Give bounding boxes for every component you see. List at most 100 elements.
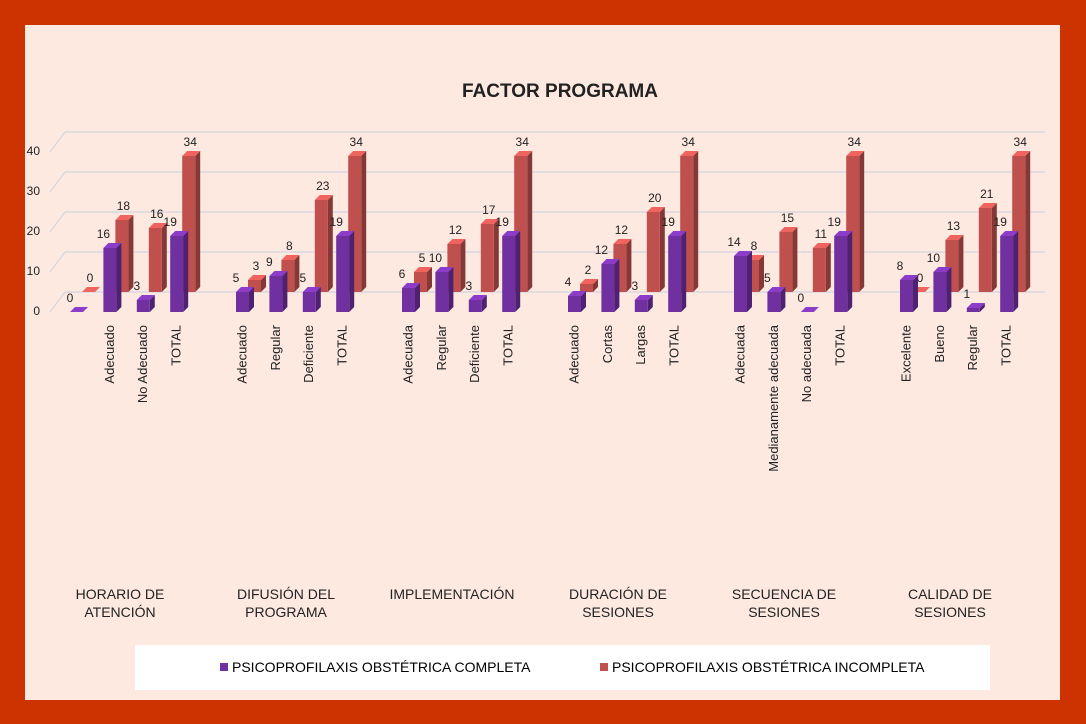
bar-top (779, 227, 798, 232)
y-tick-label: 30 (27, 184, 41, 198)
x-tick-label: Regular (268, 324, 283, 370)
bar-side (327, 195, 333, 292)
bar-top (978, 203, 997, 208)
data-label: 4 (565, 275, 572, 289)
bar-side (946, 267, 952, 312)
bar-top (800, 307, 819, 312)
bar-top (103, 243, 122, 248)
bar-side (415, 283, 420, 312)
bar-side (349, 231, 355, 312)
bar-side (825, 243, 831, 292)
bar-side (527, 151, 533, 292)
group-label: IMPLEMENTACIÓN (389, 586, 515, 602)
y-tick-label: 20 (27, 224, 41, 238)
data-label: 3 (465, 279, 472, 293)
bar-top (680, 151, 699, 156)
bar (314, 200, 328, 292)
bar-top (514, 151, 533, 156)
bar (933, 272, 947, 312)
data-label: 19 (164, 215, 178, 229)
group-label: DURACIÓN DE SESIONES (568, 586, 667, 620)
bar-side (593, 279, 598, 292)
group-label: HORARIO DE ATENCIÓN (75, 586, 165, 620)
x-tick-label: TOTAL (335, 325, 350, 366)
bar-side (759, 255, 764, 292)
grid-line (49, 291, 66, 313)
bar (103, 248, 117, 312)
data-label: 19 (994, 215, 1008, 229)
x-tick-label: Adecuada (732, 324, 747, 383)
x-tick-label: Cortas (600, 325, 615, 364)
bar-side (282, 271, 288, 312)
bar (734, 256, 747, 312)
bar (568, 296, 581, 312)
bar (1000, 236, 1014, 312)
data-label: 12 (449, 223, 463, 237)
bar-side (515, 231, 521, 312)
x-tick-label: Adecuado (566, 325, 581, 384)
bar-side (361, 151, 367, 292)
bar-side (294, 255, 300, 292)
data-label: 16 (150, 207, 164, 221)
bar-side (128, 215, 134, 292)
bar-side (481, 295, 487, 312)
data-label: 5 (419, 251, 426, 265)
data-label: 3 (631, 279, 638, 293)
legend-label: PSICOPROFILAXIS OBSTÉTRICA INCOMPLETA (612, 659, 925, 675)
bar (580, 284, 593, 292)
bar-side (614, 259, 620, 312)
data-label: 3 (133, 279, 140, 293)
bar-side (979, 303, 985, 312)
x-tick-label: Adecuado (234, 325, 249, 384)
bar (468, 300, 482, 312)
legend-swatch (220, 663, 228, 671)
bar (502, 236, 516, 312)
data-label: 34 (516, 135, 530, 149)
bar-top (402, 283, 420, 288)
data-label: 23 (316, 179, 330, 193)
bar (668, 236, 682, 312)
data-label: 9 (266, 255, 273, 269)
bar (148, 228, 162, 292)
bar (336, 236, 350, 312)
bar (812, 248, 826, 292)
bar-side (493, 219, 499, 292)
bar-side (647, 295, 653, 312)
data-label: 3 (253, 259, 260, 273)
data-label: 19 (496, 215, 510, 229)
bar-side (1025, 151, 1031, 292)
data-label: 5 (233, 271, 240, 285)
bar-side (913, 275, 918, 312)
bar-side (161, 223, 167, 292)
bar-top (734, 251, 752, 256)
data-label: 8 (897, 259, 904, 273)
bar-top (248, 275, 266, 280)
bar-top (580, 279, 598, 284)
bar-side (460, 239, 466, 292)
bar (402, 288, 415, 312)
data-label: 5 (299, 271, 306, 285)
data-label: 10 (429, 251, 443, 265)
x-tick-label: Medianamente adecuada (766, 324, 781, 471)
y-tick-label: 0 (33, 304, 40, 318)
group-label: SECUENCIA DE SESIONES (731, 586, 837, 620)
bar (435, 272, 449, 312)
bar-top (1000, 231, 1019, 236)
data-label: 5 (764, 271, 771, 285)
bar-top (502, 231, 521, 236)
bar (170, 236, 184, 312)
data-label: 19 (662, 215, 676, 229)
bar-top (82, 287, 100, 292)
bar-side (1013, 231, 1019, 312)
bar-top (314, 195, 333, 200)
data-label: 34 (848, 135, 862, 149)
bar (480, 224, 494, 292)
bar-side (261, 275, 266, 292)
x-tick-label: TOTAL (833, 325, 848, 366)
data-label: 18 (117, 199, 131, 213)
x-tick-label: Excelente (898, 325, 913, 382)
bar (900, 280, 913, 312)
x-tick-label: Adecuada (400, 324, 415, 383)
bar-top (846, 151, 865, 156)
